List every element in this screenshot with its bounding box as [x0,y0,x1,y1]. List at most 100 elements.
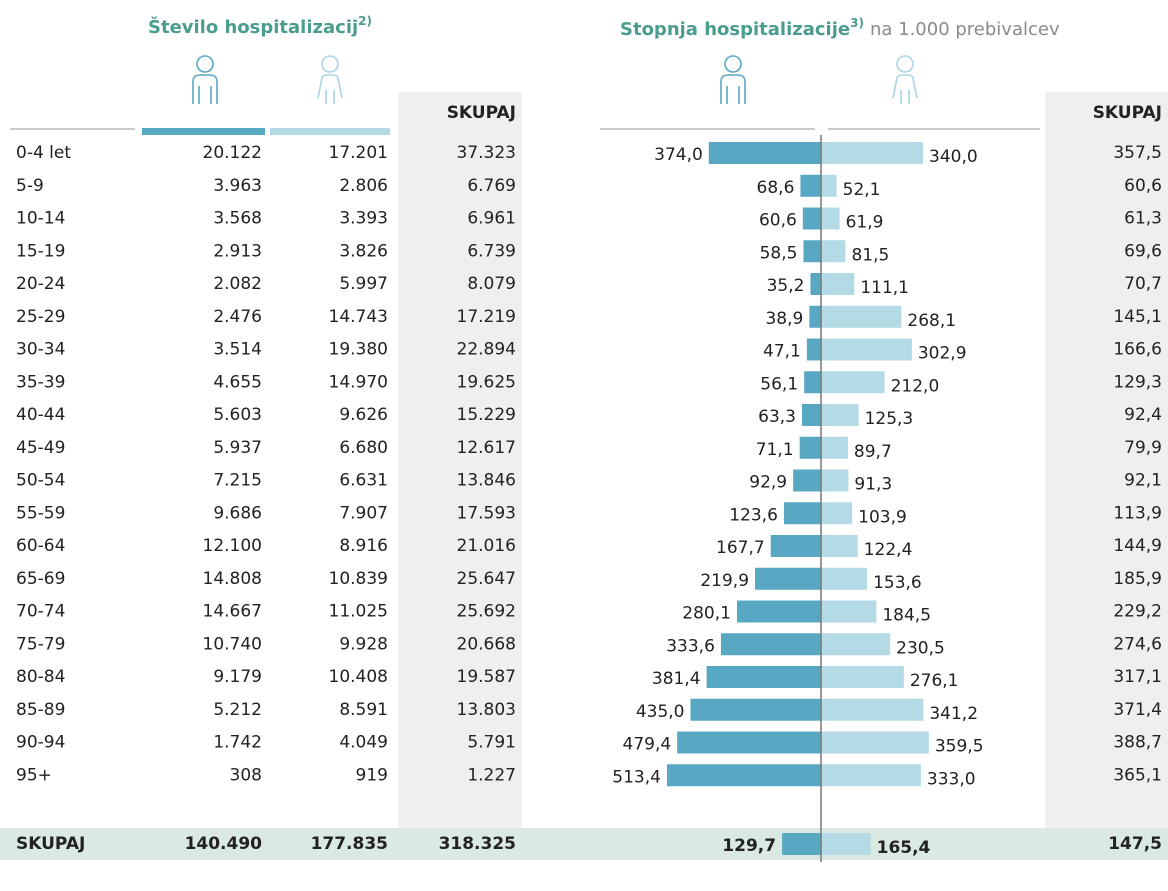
age-label: 40-44 [16,405,65,425]
female-rate-bar [821,469,849,492]
male-rate-bar [755,567,821,590]
female-rate-label: 340,0 [929,147,978,167]
age-label: SKUPAJ [16,834,85,854]
total-header: SKUPAJ [447,103,516,123]
rate-total: 69,6 [1124,241,1162,261]
female-rate-label: 230,5 [896,638,945,658]
female-rate-bar [821,666,904,688]
male-rate-bar [806,338,821,361]
male-count: 20.122 [203,143,262,163]
male-count: 10.740 [203,634,262,654]
female-rate-label: 103,9 [858,507,907,527]
male-rate-label: 47,1 [763,342,801,362]
rate-total: 371,4 [1113,700,1162,720]
male-rate-bar [706,666,821,688]
total-count: 1.227 [467,765,516,785]
male-count: 2.476 [213,307,262,327]
male-rate-bar [770,535,821,557]
female-rate-label: 111,1 [860,278,909,298]
female-count: 3.393 [339,209,388,229]
age-label: 75-79 [16,634,65,654]
female-rate-bar [821,338,912,361]
female-rate-bar [821,633,891,656]
female-count: 2.806 [339,176,388,196]
age-label: 5-9 [16,176,44,196]
female-count: 177.835 [311,834,388,854]
male-rate-label: 381,4 [652,669,701,689]
female-count: 3.826 [339,241,388,261]
male-count: 5.212 [213,700,262,720]
rate-total: 229,2 [1113,602,1162,622]
male-rate-label: 435,0 [636,702,685,722]
female-rate-bar [821,567,868,590]
rate-total: 92,1 [1124,471,1162,491]
total-count: 19.587 [457,667,516,687]
male-rate-label: 68,6 [757,178,795,198]
age-label: 90-94 [16,733,65,753]
female-rate-bar [821,502,853,525]
female-count: 8.916 [339,536,388,556]
male-rate-label: 167,7 [716,538,765,558]
male-count: 3.514 [213,340,262,360]
rate-total: 147,5 [1108,834,1162,854]
female-count: 919 [356,765,388,785]
rate-total: 357,5 [1113,143,1162,163]
male-rate-bar [799,436,821,459]
total-count: 25.647 [457,569,516,589]
rate-total: 79,9 [1124,438,1162,458]
age-label: 85-89 [16,700,65,720]
rate-total: 166,6 [1113,340,1162,360]
female-rate-label: 276,1 [910,671,959,691]
male-rate-bar [803,240,821,263]
rate-total: 145,1 [1113,307,1162,327]
female-count: 5.997 [339,274,388,294]
female-rate-bar [821,731,929,754]
female-count: 10.408 [329,667,388,687]
male-count: 308 [230,765,262,785]
female-count: 7.907 [339,503,388,523]
male-count: 5.937 [213,438,262,458]
female-count: 4.049 [339,733,388,753]
female-count: 14.970 [329,372,388,392]
female-rate-bar [821,535,858,557]
male-rate-label: 92,9 [749,473,787,493]
male-rate-label: 333,6 [666,636,715,656]
age-label: 35-39 [16,372,65,392]
female-rate-bar [821,240,846,263]
age-label: 50-54 [16,471,65,491]
female-count: 10.839 [329,569,388,589]
rate-total: 388,7 [1113,733,1162,753]
age-label: 95+ [16,765,52,785]
rate-total: 129,3 [1113,372,1162,392]
male-rate-label: 123,6 [729,505,778,525]
female-rate-bar [821,600,877,623]
male-rate-bar [736,600,821,623]
female-count: 17.201 [329,143,388,163]
male-rate-label: 56,1 [760,374,798,394]
male-count: 3.568 [213,209,262,229]
age-label: 20-24 [16,274,65,294]
female-rate-label: 125,3 [865,409,914,429]
female-rate-label: 302,9 [918,344,967,364]
rate-total: 60,6 [1124,176,1162,196]
male-rate-bar [802,207,821,230]
rate-total: 61,3 [1124,209,1162,229]
female-rate-bar [821,698,924,721]
male-rate-bar [793,469,821,492]
total-count: 6.769 [467,176,516,196]
female-rate-label: 81,5 [851,245,889,265]
female-rate-bar [821,174,837,197]
total-count: 20.668 [457,634,516,654]
male-header-rule [142,128,265,135]
rate-total: 317,1 [1113,667,1162,687]
female-rate-label: 341,2 [929,704,978,724]
male-rate-bar [666,764,821,787]
age-label: 15-19 [16,241,65,261]
rate-total-column-bg [1045,92,1168,828]
male-rate-bar [800,174,821,197]
male-rate-label: 60,6 [759,211,797,231]
female-count: 9.626 [339,405,388,425]
male-rate-bar [782,833,821,855]
total-count: 17.593 [457,503,516,523]
male-count: 140.490 [185,834,263,854]
